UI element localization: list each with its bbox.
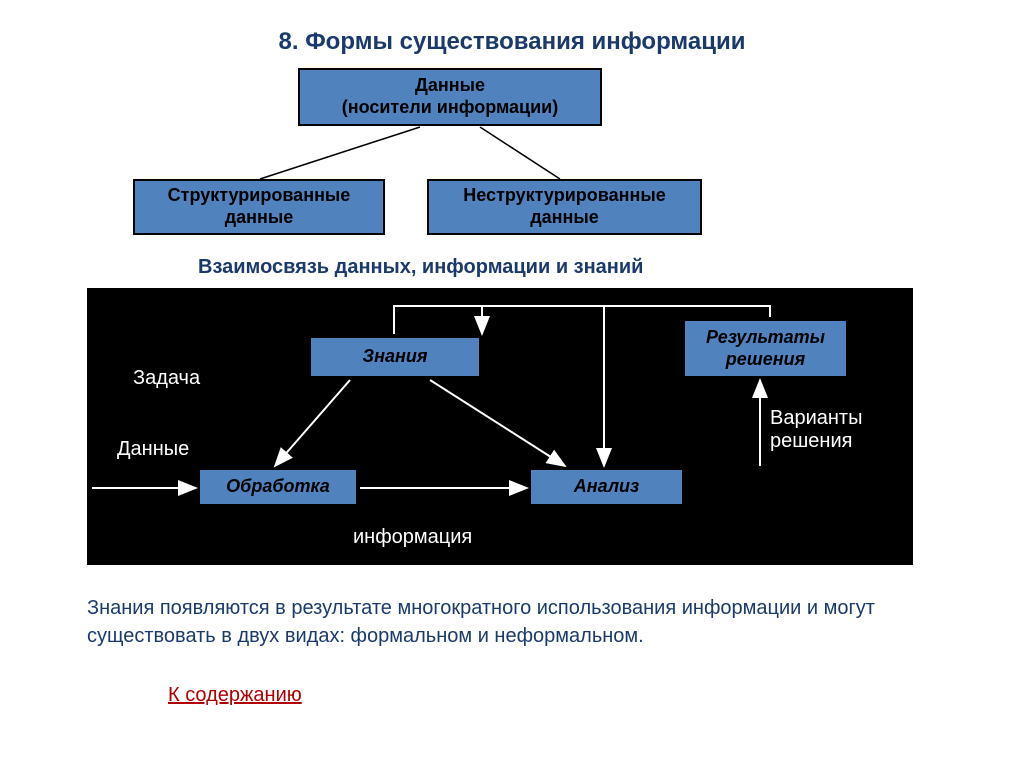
left-box-structured: Структурированные данные — [133, 179, 385, 235]
contents-link[interactable]: К содержанию — [168, 684, 302, 707]
root-box-line2: (носители информации) — [342, 97, 559, 117]
node-knowledge: Знания — [309, 336, 481, 378]
left-box-line2: данные — [225, 207, 294, 227]
right-box-line2: данные — [530, 207, 599, 227]
label-data: Данные — [117, 438, 189, 461]
body-paragraph: Знания появляются в результате многократ… — [87, 594, 927, 650]
node-processing: Обработка — [198, 468, 358, 506]
subtitle: Взаимосвязь данных, информации и знаний — [198, 256, 643, 279]
node-results-line1: Результаты — [706, 327, 825, 347]
right-box-line1: Неструктурированные — [463, 185, 665, 205]
label-variants-line2: решения — [770, 430, 852, 452]
node-analysis: Анализ — [529, 468, 684, 506]
label-variants-line1: Варианты — [770, 407, 862, 429]
root-box-line1: Данные — [415, 75, 485, 95]
left-box-line1: Структурированные — [168, 185, 351, 205]
label-variants: Варианты решения — [770, 407, 862, 453]
node-processing-label: Обработка — [226, 476, 330, 498]
node-knowledge-label: Знания — [363, 346, 428, 368]
page-title: 8. Формы существования информации — [0, 0, 1024, 56]
label-information: информация — [353, 526, 472, 549]
root-box-data: Данные (носители информации) — [298, 68, 602, 126]
label-task: Задача — [133, 367, 200, 390]
node-analysis-label: Анализ — [574, 476, 639, 498]
node-results: Результаты решения — [683, 319, 848, 378]
node-results-line2: решения — [726, 349, 806, 369]
right-box-unstructured: Неструктурированные данные — [427, 179, 702, 235]
